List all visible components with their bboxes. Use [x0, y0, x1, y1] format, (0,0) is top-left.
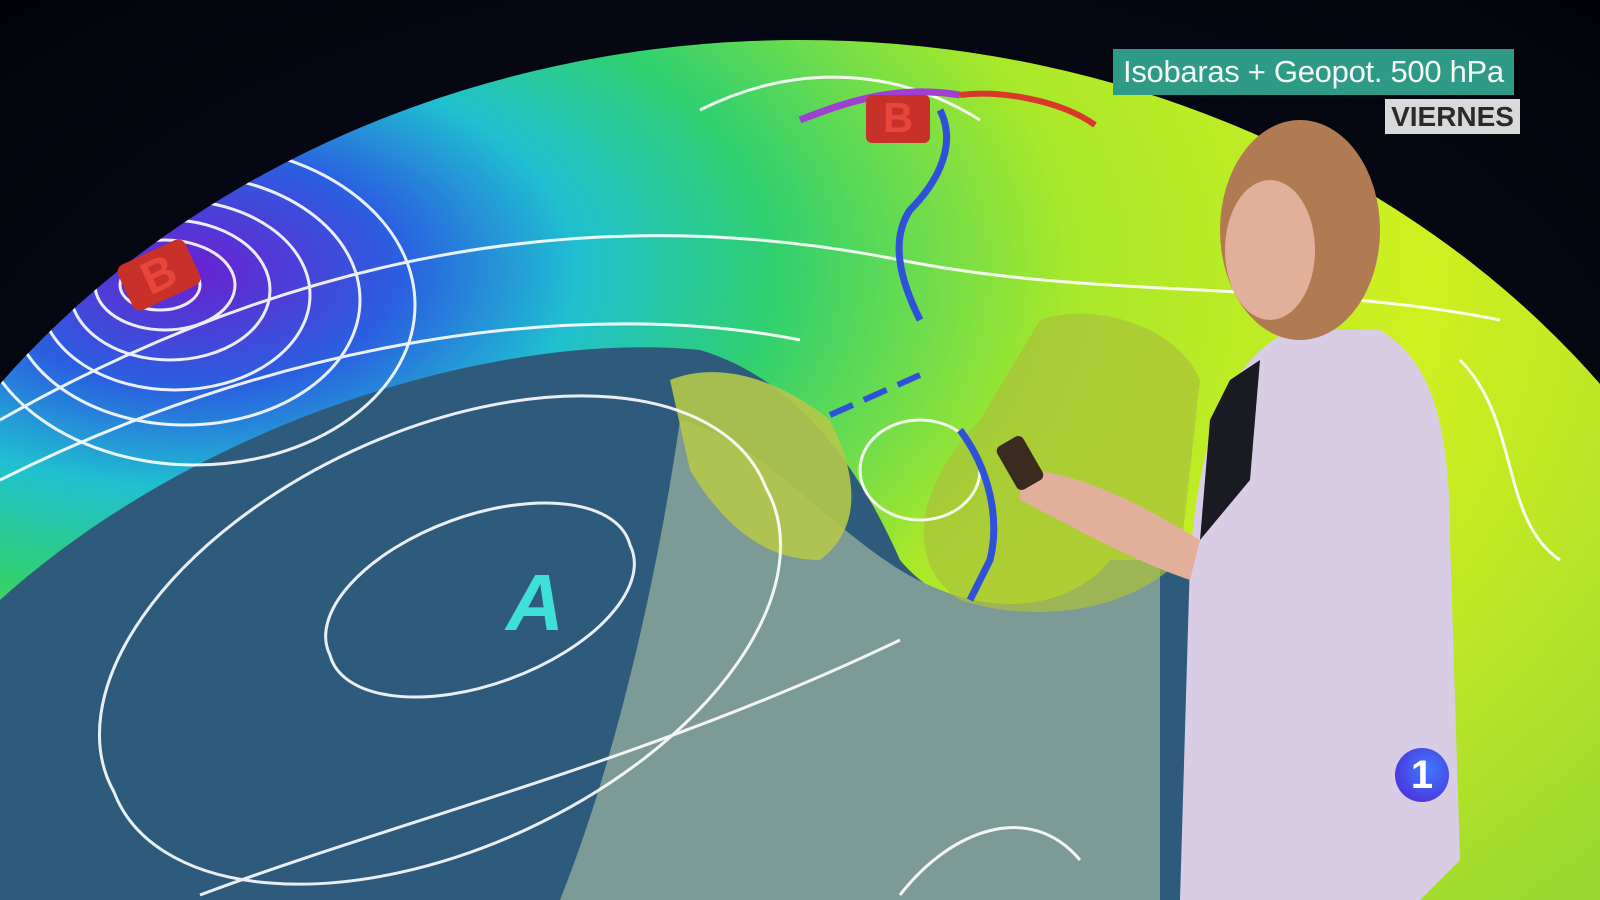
day-badge: VIERNES — [1385, 99, 1520, 134]
map-title-badge: Isobaras + Geopot. 500 hPa — [1113, 49, 1514, 95]
low-pressure-label: B — [866, 94, 930, 143]
cold-front-dashed — [828, 372, 922, 418]
iberia-region — [670, 372, 852, 560]
cold-front — [957, 427, 998, 602]
low-pressure-label: B — [117, 239, 201, 311]
presenter — [996, 120, 1460, 900]
svg-text:B: B — [883, 94, 913, 141]
high-pressure-label: A — [504, 558, 564, 647]
channel-logo: 1 — [1395, 748, 1449, 802]
warm-front — [959, 90, 1097, 128]
cold-front — [895, 108, 951, 322]
